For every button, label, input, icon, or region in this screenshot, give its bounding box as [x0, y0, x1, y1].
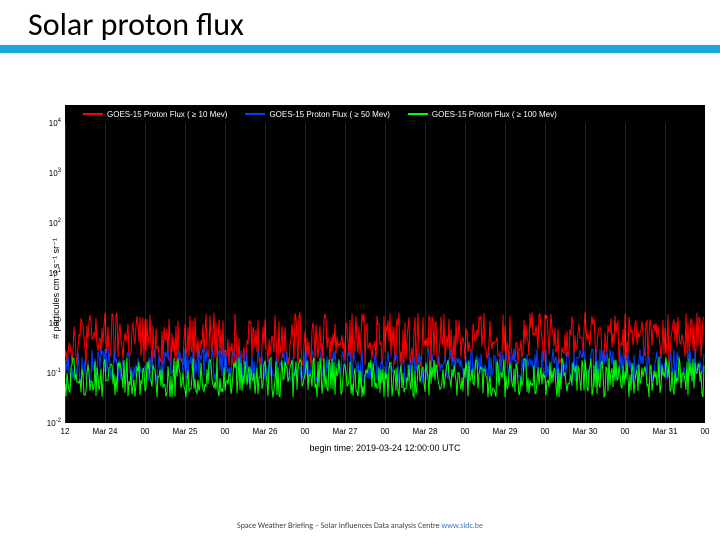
legend-item: GOES-15 Proton Flux ( ≥ 10 Mev) [83, 110, 227, 119]
x-tick: Mar 24 [93, 427, 118, 436]
legend-swatch [83, 113, 103, 115]
plot-area [65, 123, 705, 423]
y-tick: 101 [49, 268, 61, 278]
x-tick: Mar 29 [493, 427, 518, 436]
y-tick: 10-1 [47, 368, 61, 378]
x-tick: Mar 27 [333, 427, 358, 436]
y-axis: # particules cm⁻² s⁻¹ sr⁻¹ 10-210-110010… [10, 123, 65, 423]
gridline [465, 123, 466, 423]
footer-text: Space Weather Briefing – Solar Influence… [237, 521, 441, 531]
footer-link[interactable]: www.sidc.be [441, 521, 482, 531]
gridline [505, 123, 506, 423]
page-title: Solar proton flux [28, 5, 244, 44]
legend-item: GOES-15 Proton Flux ( ≥ 50 Mev) [245, 110, 389, 119]
y-tick: 10-2 [47, 418, 61, 428]
x-tick: 00 [381, 427, 390, 436]
y-tick: 100 [49, 318, 61, 328]
gridline [665, 123, 666, 423]
y-tick: 103 [49, 168, 61, 178]
x-axis-label: begin time: 2019-03-24 12:00:00 UTC [65, 443, 705, 453]
chart-container: GOES-15 Proton Flux ( ≥ 10 Mev) GOES-15 P… [10, 105, 710, 475]
footer: Space Weather Briefing – Solar Influence… [0, 521, 720, 531]
gridline [65, 123, 66, 423]
x-tick: 00 [221, 427, 230, 436]
gridline [105, 123, 106, 423]
slide: Solar proton flux GOES-15 Proton Flux ( … [0, 0, 720, 540]
x-tick: 00 [541, 427, 550, 436]
gridline [185, 123, 186, 423]
legend-swatch [408, 113, 428, 115]
chart-legend: GOES-15 Proton Flux ( ≥ 10 Mev) GOES-15 P… [65, 105, 705, 123]
x-tick: Mar 30 [573, 427, 598, 436]
x-tick: 00 [621, 427, 630, 436]
legend-swatch [245, 113, 265, 115]
legend-item: GOES-15 Proton Flux ( ≥ 100 Mev) [408, 110, 557, 119]
gridline [265, 123, 266, 423]
gridline [305, 123, 306, 423]
gridline [545, 123, 546, 423]
x-tick: Mar 25 [173, 427, 198, 436]
gridline [385, 123, 386, 423]
gridline [705, 123, 706, 423]
x-tick: 12 [61, 427, 70, 436]
proton-flux-chart: GOES-15 Proton Flux ( ≥ 10 Mev) GOES-15 P… [10, 105, 710, 475]
gridline [225, 123, 226, 423]
legend-label: GOES-15 Proton Flux ( ≥ 50 Mev) [269, 110, 389, 119]
gridline [425, 123, 426, 423]
accent-bar [0, 45, 720, 53]
legend-label: GOES-15 Proton Flux ( ≥ 10 Mev) [107, 110, 227, 119]
gridline [585, 123, 586, 423]
x-tick: 00 [141, 427, 150, 436]
y-tick: 102 [49, 218, 61, 228]
gridline [345, 123, 346, 423]
x-tick: 00 [301, 427, 310, 436]
x-axis: begin time: 2019-03-24 12:00:00 UTC 12Ma… [65, 423, 705, 463]
y-tick: 104 [49, 118, 61, 128]
x-tick: Mar 31 [653, 427, 678, 436]
x-tick: Mar 28 [413, 427, 438, 436]
x-tick: Mar 26 [253, 427, 278, 436]
gridline [625, 123, 626, 423]
gridline [145, 123, 146, 423]
legend-label: GOES-15 Proton Flux ( ≥ 100 Mev) [432, 110, 557, 119]
x-tick: 00 [461, 427, 470, 436]
x-tick: 00 [701, 427, 710, 436]
